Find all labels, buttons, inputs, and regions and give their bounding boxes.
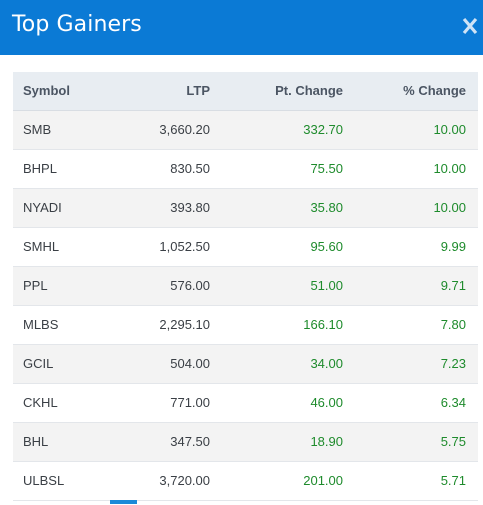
cell-ltp: 393.80 — [103, 188, 220, 228]
cell-pct-change: 7.80 — [353, 305, 478, 345]
cell-pct-change: 9.71 — [353, 266, 478, 306]
cell-symbol: NYADI — [13, 188, 103, 228]
cell-pt-change: 332.70 — [220, 110, 353, 150]
header-ltp[interactable]: LTP — [103, 72, 220, 111]
cell-pt-change: 35.80 — [220, 188, 353, 228]
cell-ltp: 347.50 — [103, 422, 220, 462]
cell-symbol: GCIL — [13, 344, 103, 384]
close-icon — [462, 17, 478, 35]
cell-ltp: 2,295.10 — [103, 305, 220, 345]
cell-pt-change: 166.10 — [220, 305, 353, 345]
header-pt-change[interactable]: Pt. Change — [220, 72, 353, 111]
cell-pct-change: 10.00 — [353, 149, 478, 189]
cell-pt-change: 46.00 — [220, 383, 353, 423]
cell-pct-change: 10.00 — [353, 188, 478, 228]
table-row[interactable]: PPL 576.00 51.00 9.71 — [13, 266, 478, 306]
cell-pct-change: 5.71 — [353, 461, 478, 501]
cell-pt-change: 34.00 — [220, 344, 353, 384]
scroll-indicator[interactable] — [110, 500, 137, 504]
cell-ltp: 771.00 — [103, 383, 220, 423]
table-row[interactable]: SMHL 1,052.50 95.60 9.99 — [13, 227, 478, 267]
table-row[interactable]: NYADI 393.80 35.80 10.00 — [13, 188, 478, 228]
table-row[interactable]: MLBS 2,295.10 166.10 7.80 — [13, 305, 478, 345]
modal-header: Top Gainers — [0, 0, 483, 55]
cell-pt-change: 18.90 — [220, 422, 353, 462]
close-button[interactable] — [461, 15, 479, 37]
cell-pct-change: 10.00 — [353, 110, 478, 150]
cell-symbol: BHPL — [13, 149, 103, 189]
cell-pct-change: 9.99 — [353, 227, 478, 267]
cell-symbol: CKHL — [13, 383, 103, 423]
cell-symbol: SMB — [13, 110, 103, 150]
header-pct-change[interactable]: % Change — [353, 72, 478, 111]
table-row[interactable]: GCIL 504.00 34.00 7.23 — [13, 344, 478, 384]
cell-pt-change: 95.60 — [220, 227, 353, 267]
cell-ltp: 504.00 — [103, 344, 220, 384]
cell-ltp: 1,052.50 — [103, 227, 220, 267]
table-row[interactable]: BHL 347.50 18.90 5.75 — [13, 422, 478, 462]
gainers-table: Symbol LTP Pt. Change % Change SMB 3,660.… — [13, 72, 478, 501]
cell-ltp: 576.00 — [103, 266, 220, 306]
table-row[interactable]: BHPL 830.50 75.50 10.00 — [13, 149, 478, 189]
cell-symbol: MLBS — [13, 305, 103, 345]
table-body: SMB 3,660.20 332.70 10.00 BHPL 830.50 75.50 10.… — [13, 110, 478, 501]
cell-ltp: 3,660.20 — [103, 110, 220, 150]
gainers-table-container: Symbol LTP Pt. Change % Change SMB 3,660.… — [13, 72, 478, 501]
modal-title: Top Gainers — [12, 12, 142, 37]
table-header-row: Symbol LTP Pt. Change % Change — [13, 72, 478, 111]
cell-pt-change: 201.00 — [220, 461, 353, 501]
table-row[interactable]: ULBSL 3,720.00 201.00 5.71 — [13, 461, 478, 501]
cell-pct-change: 6.34 — [353, 383, 478, 423]
cell-symbol: ULBSL — [13, 461, 103, 501]
cell-pct-change: 7.23 — [353, 344, 478, 384]
table-row[interactable]: CKHL 771.00 46.00 6.34 — [13, 383, 478, 423]
cell-ltp: 3,720.00 — [103, 461, 220, 501]
cell-symbol: PPL — [13, 266, 103, 306]
cell-symbol: BHL — [13, 422, 103, 462]
cell-symbol: SMHL — [13, 227, 103, 267]
table-row[interactable]: SMB 3,660.20 332.70 10.00 — [13, 110, 478, 150]
cell-pt-change: 51.00 — [220, 266, 353, 306]
cell-pct-change: 5.75 — [353, 422, 478, 462]
cell-pt-change: 75.50 — [220, 149, 353, 189]
header-symbol[interactable]: Symbol — [13, 72, 103, 111]
cell-ltp: 830.50 — [103, 149, 220, 189]
